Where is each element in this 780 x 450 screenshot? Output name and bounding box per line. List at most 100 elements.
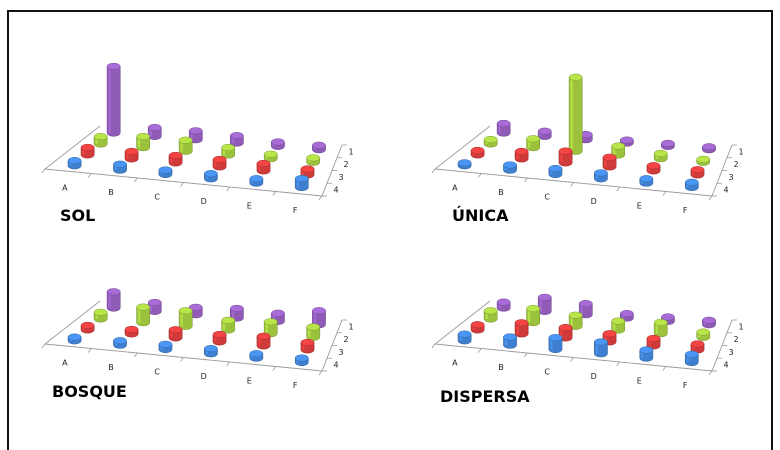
cylinder-B-1: [537, 127, 552, 140]
cylinder-B-2: [136, 303, 151, 327]
cylinder-B-4: [503, 161, 517, 174]
cylinder-B-1: [147, 123, 162, 140]
cylinder-F-2: [696, 328, 711, 341]
cylinder-E-4: [249, 175, 264, 187]
cylinder-A-3: [80, 321, 95, 334]
cylinder-F-4: [294, 175, 309, 192]
x-tick: [662, 366, 667, 371]
x-tick-label: E: [247, 376, 252, 385]
chart-title: ÚNICA: [452, 206, 509, 225]
x-tick: [524, 177, 528, 183]
cylinder-C-3: [168, 326, 183, 342]
cylinder-D-4: [594, 169, 608, 183]
cylinder-F-3: [690, 166, 705, 179]
cylinder-A-4: [457, 159, 472, 170]
cylinder-C-2: [568, 311, 583, 330]
cylinder-A-2: [483, 135, 498, 148]
cylinder-A-2: [483, 307, 498, 323]
row-tick-label: 4: [724, 186, 729, 195]
row-tick-label: 4: [334, 361, 339, 370]
cylinder-B-3: [514, 147, 529, 163]
row-tick-label: 3: [729, 348, 734, 357]
x-tick-label: B: [108, 188, 114, 197]
row-tick-label: 4: [334, 186, 339, 195]
cylinder-F-2: [696, 155, 711, 166]
row-tick-label: 3: [339, 173, 344, 182]
x-tick-label: B: [498, 188, 504, 197]
x-tick: [272, 366, 277, 371]
x-tick: [477, 348, 482, 353]
x-tick: [570, 357, 574, 362]
chart-title: BOSQUE: [52, 382, 127, 401]
cylinder-E-1: [661, 139, 675, 150]
cylinder-E-4: [639, 175, 654, 187]
x-tick: [180, 182, 184, 187]
x-tick: [87, 173, 92, 178]
cylinder-A-4: [67, 333, 82, 345]
cylinder-D-2: [611, 317, 626, 334]
x-tick-label: C: [154, 192, 160, 201]
cylinder-A-3: [470, 146, 485, 159]
x-tick-label: D: [591, 372, 597, 381]
cylinder-D-4: [204, 170, 218, 183]
cylinder-D-4: [204, 345, 218, 358]
cylinder-A-2: [93, 308, 108, 323]
x-tick: [272, 191, 277, 196]
x-tick-label: D: [201, 372, 207, 381]
cylinder-D-4: [594, 338, 608, 358]
x-tick: [41, 168, 46, 174]
cylinder-B-3: [514, 319, 529, 338]
x-tick: [616, 361, 620, 367]
x-tick: [134, 177, 138, 183]
cylinder-C-4: [548, 164, 563, 179]
cylinder-D-2: [221, 316, 236, 334]
cylinder-E-3: [256, 332, 271, 350]
cylinder-E-3: [256, 159, 271, 175]
cylinder-A-4: [457, 330, 472, 345]
row-tick-label: 1: [349, 322, 354, 331]
x-tick-label: A: [452, 358, 458, 367]
x-tick-label: F: [683, 381, 688, 390]
cylinder-F-4: [684, 350, 699, 367]
cylinder-B-4: [503, 333, 517, 349]
figure-frame: [7, 10, 773, 450]
cylinder-E-2: [653, 149, 668, 163]
x-tick: [616, 186, 620, 192]
cylinder-C-4: [158, 340, 173, 354]
row-tick-label: 1: [349, 147, 354, 156]
x-tick: [226, 361, 230, 367]
row-tick-label: 1: [739, 147, 744, 156]
cylinder-C-2: [178, 307, 193, 330]
cylinder-A-3: [470, 321, 485, 334]
x-tick-label: E: [247, 201, 252, 210]
chart-title: SOL: [60, 206, 95, 225]
cylinder-C-1: [578, 300, 593, 319]
cylinder-D-1: [229, 132, 244, 147]
cylinder-A-1: [106, 62, 121, 137]
cylinder-E-1: [271, 138, 285, 150]
x-tick: [180, 357, 184, 362]
cylinder-C-4: [158, 166, 173, 179]
cylinder-D-3: [212, 155, 227, 171]
cylinder-F-2: [306, 323, 321, 341]
x-tick-label: B: [498, 363, 504, 372]
x-tick-label: B: [108, 363, 114, 372]
cylinder-B-4: [113, 160, 127, 174]
x-tick-label: D: [591, 197, 597, 206]
row-tick-label: 3: [729, 173, 734, 182]
x-tick-label: C: [154, 367, 160, 376]
cylinder-F-1: [702, 143, 716, 154]
x-tick: [431, 343, 436, 349]
cylinder-B-1: [537, 293, 552, 315]
x-tick: [477, 173, 482, 178]
cylinder-C-4: [548, 334, 563, 354]
cylinder-F-3: [300, 338, 315, 354]
x-tick-label: D: [201, 197, 207, 206]
row-tick-label: 1: [739, 322, 744, 331]
cylinder-F-1: [312, 141, 326, 154]
row-tick-label: 2: [344, 160, 349, 169]
x-tick-label: A: [452, 183, 458, 192]
